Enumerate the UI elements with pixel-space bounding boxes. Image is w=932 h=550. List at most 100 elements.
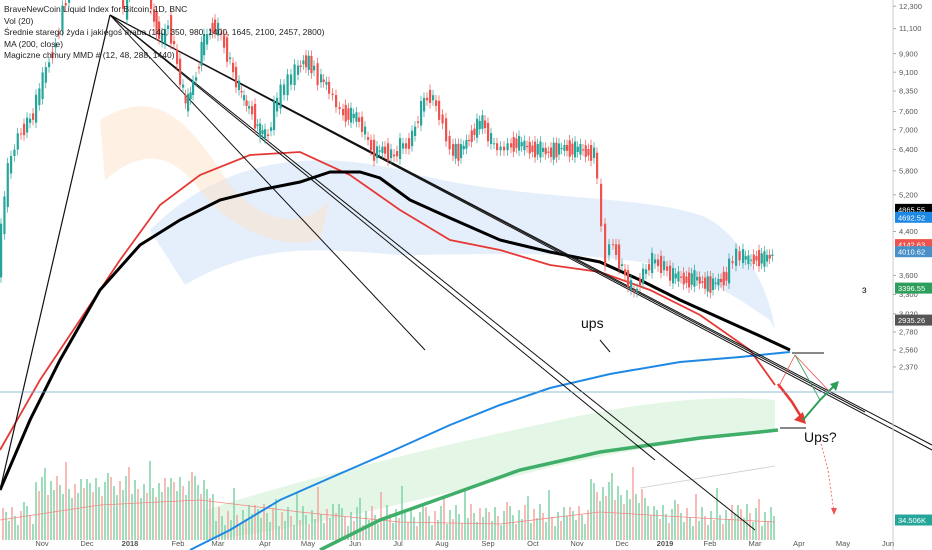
candle-body: [604, 223, 607, 266]
volume-bar: [395, 509, 397, 540]
price-badge: [895, 282, 932, 294]
candle-body: [523, 140, 526, 151]
volume-bar: [152, 488, 154, 540]
candle-body: [232, 62, 235, 73]
volume-bar: [44, 468, 46, 540]
volume-bar: [278, 526, 280, 540]
candle-body: [487, 122, 490, 142]
volume-bar: [275, 499, 277, 540]
candle-body: [747, 255, 750, 265]
ma-black-line: [0, 170, 791, 491]
forecast-green-arrowhead: [830, 381, 839, 391]
candle-body: [167, 25, 170, 30]
candle-body: [328, 81, 331, 94]
volume-bar: [704, 516, 706, 540]
volume-bar: [248, 505, 250, 540]
volume-bar: [50, 481, 52, 540]
volume-bar: [56, 476, 58, 540]
candle-body: [381, 146, 384, 154]
candle-body: [587, 148, 590, 156]
candle-body: [26, 117, 29, 133]
volume-bar: [218, 507, 220, 540]
candle-body: [155, 11, 158, 35]
volume-bar: [26, 506, 28, 540]
candle-body: [510, 143, 513, 148]
candle-body: [539, 141, 542, 158]
volume-bar: [197, 485, 199, 540]
volume-bar: [194, 476, 196, 540]
volume-bar: [719, 515, 721, 540]
candle-body: [378, 150, 381, 152]
volume-bar: [293, 525, 295, 540]
volume-bar: [386, 505, 388, 540]
volume-bar: [623, 504, 625, 540]
trendlines: [0, 14, 932, 531]
candle-body: [468, 139, 471, 141]
candle-body: [396, 151, 399, 157]
volume-bar: [53, 490, 55, 540]
candle-body: [481, 115, 484, 129]
volume-bar: [308, 524, 310, 540]
candle-body: [750, 259, 753, 261]
candle-body: [576, 146, 579, 152]
candle-body: [176, 49, 179, 64]
volume-bar: [350, 512, 352, 540]
candle-body: [200, 41, 203, 66]
volume-bar: [578, 506, 580, 540]
candle-body: [153, 8, 156, 22]
candle-body: [582, 149, 585, 151]
time-tick-label: Jul: [393, 539, 403, 548]
volume-bar: [161, 492, 163, 540]
candle-body: [690, 273, 693, 285]
volume-bar: [422, 503, 424, 540]
candle-body: [352, 113, 355, 119]
candle-body: [297, 65, 300, 75]
volume-bar: [251, 514, 253, 540]
candle-body: [547, 151, 550, 153]
volume-bar: [533, 509, 535, 540]
candle-body: [566, 144, 569, 151]
volume-bar: [746, 504, 748, 540]
volume-bar: [635, 494, 637, 540]
candle-body: [184, 94, 187, 104]
candle-body: [709, 276, 712, 293]
volume-bar: [662, 505, 664, 540]
candle-body: [376, 146, 379, 159]
price-tick-label: 7,000: [899, 125, 918, 134]
volume-bar: [116, 495, 118, 540]
price-tick-label: 5,800: [899, 166, 918, 175]
volume-bar: [83, 488, 85, 540]
volume-bar: [761, 526, 763, 540]
candle-body: [552, 142, 555, 160]
volume-bar: [338, 504, 340, 540]
candle-body: [742, 249, 745, 264]
volume-bar: [143, 484, 145, 540]
candle-body: [38, 88, 41, 106]
volume-ma-line: [0, 499, 776, 525]
candle-body: [438, 100, 441, 120]
volume-bar: [689, 517, 691, 540]
volume-bar: [752, 522, 754, 540]
volume-bar: [434, 511, 436, 540]
volume-bar: [770, 507, 772, 540]
candle-body: [758, 250, 761, 267]
volume-bar: [47, 495, 49, 540]
candle-body: [192, 80, 195, 95]
candle-body: [254, 103, 257, 129]
volume-bar: [245, 519, 247, 540]
candle-body: [223, 35, 226, 48]
candle-body: [61, 5, 64, 31]
volume-bar: [536, 518, 538, 540]
price-tick-label: 8,350: [899, 87, 918, 96]
volume-bar: [98, 487, 100, 540]
legend-volume: Vol (20): [4, 15, 34, 26]
volume-bar: [284, 521, 286, 540]
volume-bar: [377, 524, 379, 540]
volume-bar: [20, 511, 22, 540]
volume-bar: [452, 519, 454, 540]
candle-body: [214, 19, 217, 33]
volume-bar: [416, 526, 418, 540]
forecast-thin-red: [777, 354, 831, 393]
candle-body: [735, 248, 738, 266]
